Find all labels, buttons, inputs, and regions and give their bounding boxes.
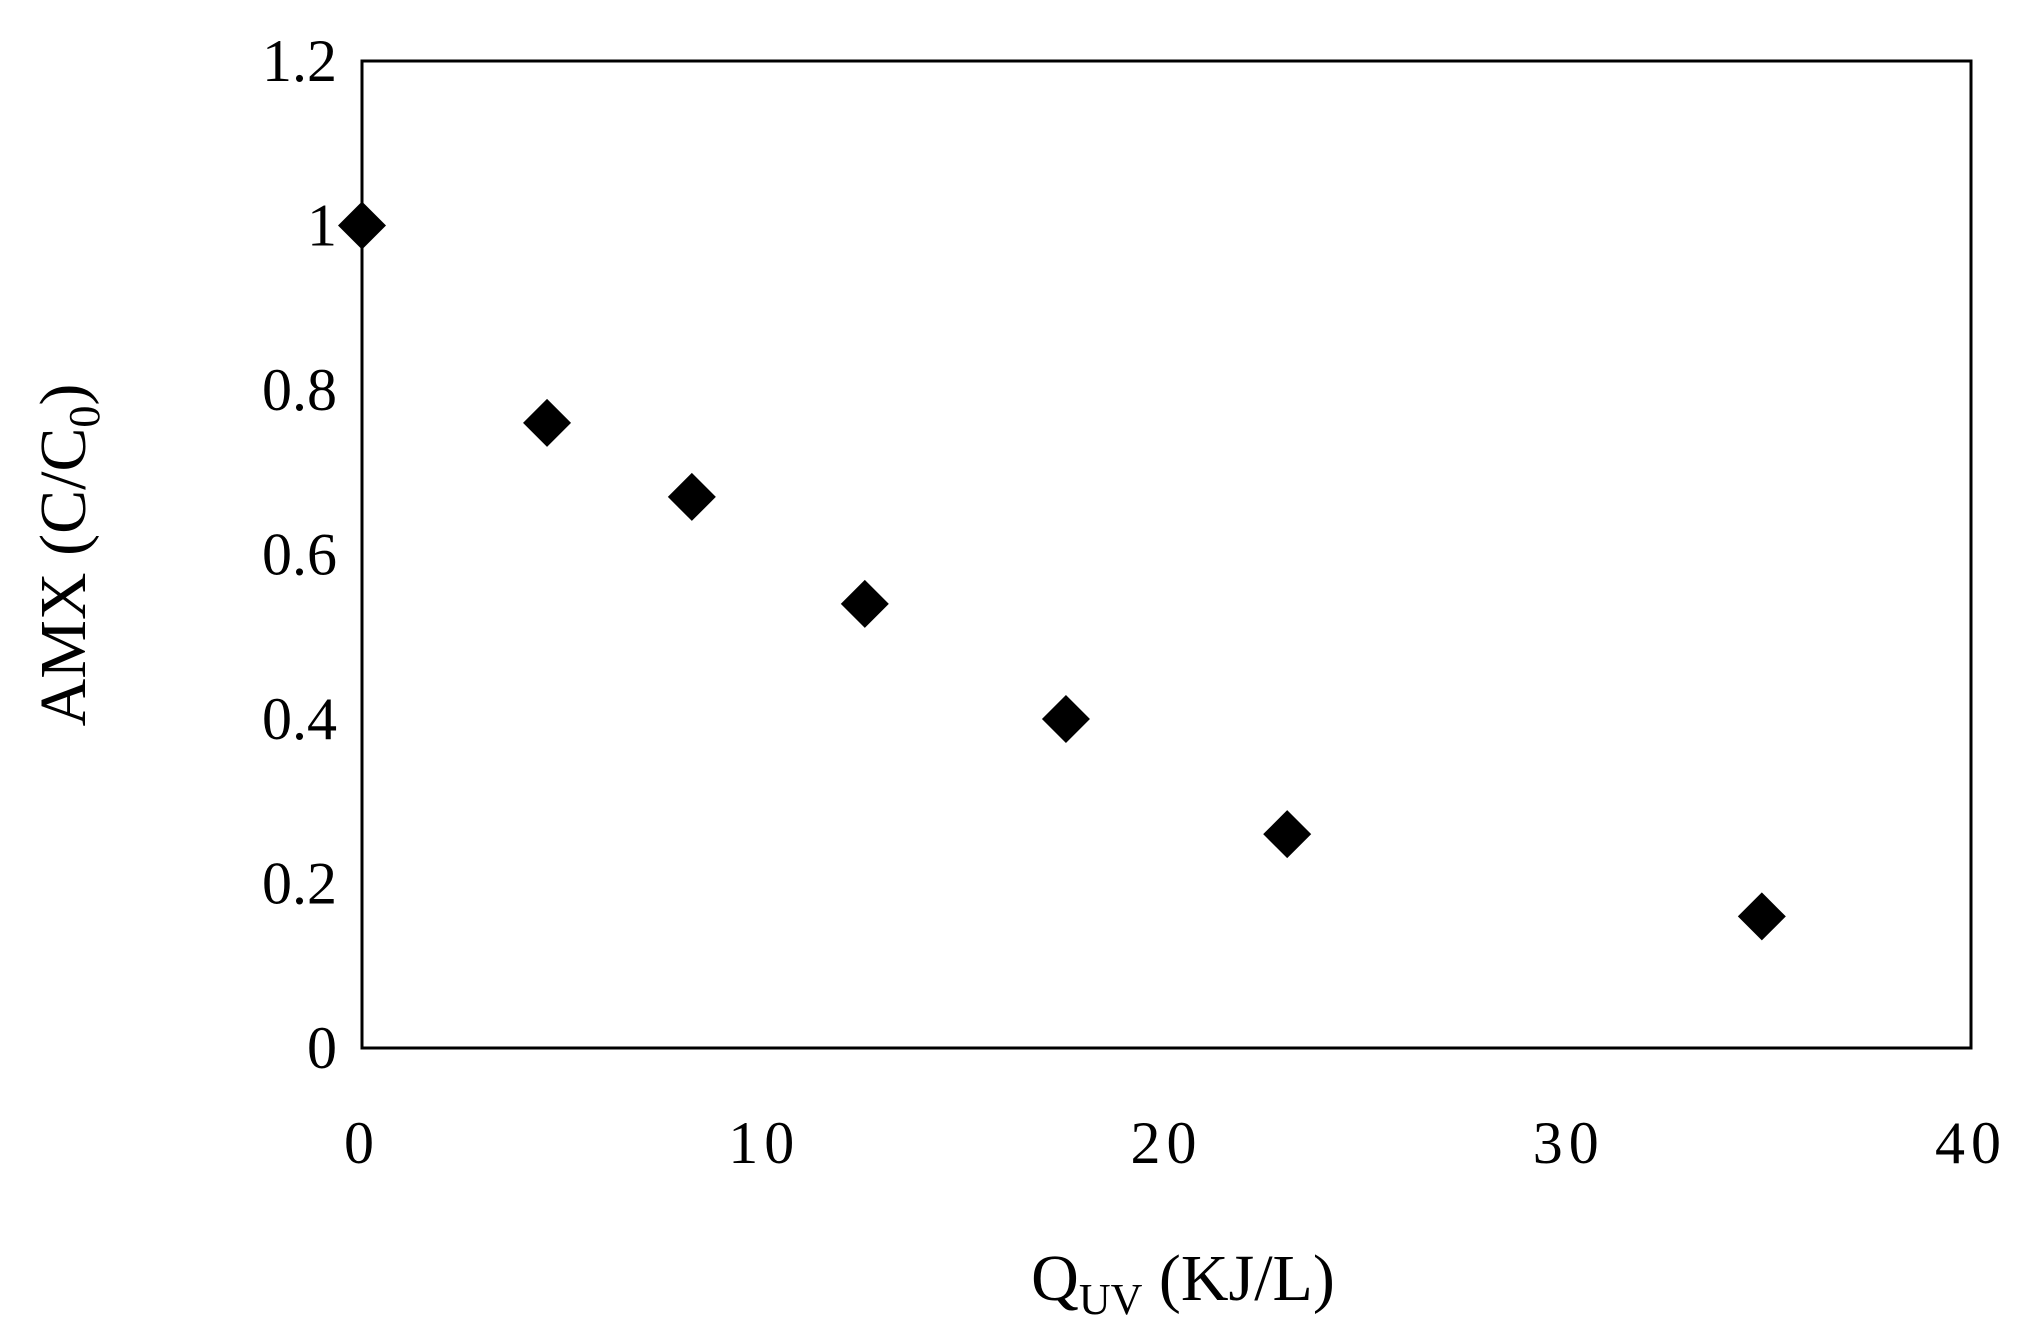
plot-area-frame xyxy=(360,59,1973,1050)
data-point-diamond xyxy=(667,472,716,521)
y-tick-label: 0.6 xyxy=(262,522,337,588)
y-tick-label: 1 xyxy=(307,193,337,259)
y-tick-labels: 0 0.2 0.4 0.6 0.8 1 1.2 xyxy=(262,28,337,1081)
x-tick-label: 10 xyxy=(728,1110,800,1176)
x-tick-label: 20 xyxy=(1131,1110,1203,1176)
data-points xyxy=(338,201,1786,941)
y-tick-label: 0.4 xyxy=(262,686,337,752)
data-point-diamond xyxy=(1737,892,1786,941)
data-point-diamond xyxy=(1263,810,1312,859)
data-point-diamond xyxy=(840,579,889,628)
y-tick-label: 0 xyxy=(307,1015,337,1081)
x-tick-label: 40 xyxy=(1935,1110,2007,1176)
y-tick-label: 0.2 xyxy=(262,851,337,917)
data-point-diamond xyxy=(1041,695,1090,743)
x-tick-label: 0 xyxy=(344,1110,380,1176)
x-tick-labels: 0 10 20 30 40 xyxy=(344,1110,2007,1176)
y-tick-label: 1.2 xyxy=(262,28,337,94)
y-tick-label: 0.8 xyxy=(262,357,337,423)
x-tick-label: 30 xyxy=(1533,1110,1605,1176)
y-axis-label: AMX (C/C0) xyxy=(27,384,109,727)
x-axis-label: QUV (KJ/L) xyxy=(1031,1242,1335,1324)
data-point-diamond xyxy=(523,398,572,447)
data-point-diamond xyxy=(338,201,386,250)
